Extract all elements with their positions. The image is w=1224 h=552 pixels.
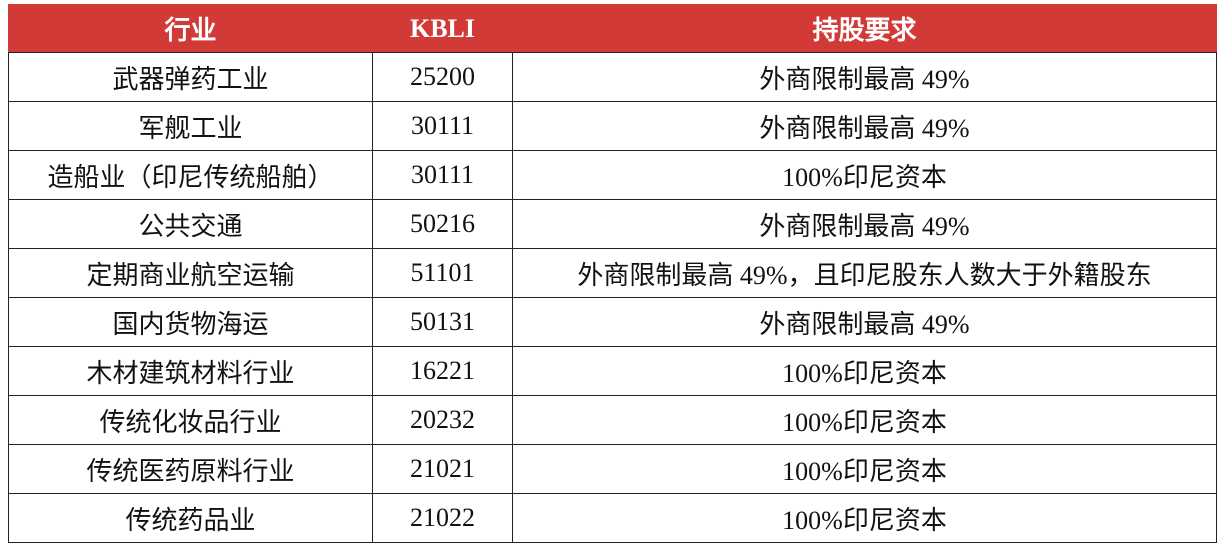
table-cell: 外商限制最高 49% bbox=[512, 297, 1217, 347]
column-header: 持股要求 bbox=[512, 4, 1217, 53]
table-cell: 30111 bbox=[372, 101, 513, 151]
table-row: 造船业（印尼传统船舶） 30111 100%印尼资本 bbox=[8, 150, 1217, 200]
table-cell: 外商限制最高 49%，且印尼股东人数大于外籍股东 bbox=[512, 248, 1217, 298]
table-cell: 外商限制最高 49% bbox=[512, 52, 1217, 102]
table-cell: 国内货物海运 bbox=[8, 297, 373, 347]
table-cell: 25200 bbox=[372, 52, 513, 102]
column-header: KBLI bbox=[372, 4, 513, 53]
table-cell: 30111 bbox=[372, 150, 513, 200]
table-row: 传统化妆品行业 20232 100%印尼资本 bbox=[8, 395, 1217, 445]
table-cell: 21021 bbox=[372, 444, 513, 494]
table-body: 武器弹药工业 25200 外商限制最高 49% 军舰工业 30111 外商限制最高 49%… bbox=[8, 52, 1217, 543]
kbli-table: 行业 KBLI 持股要求 武器弹药工业 25200 外商限制最高 49% 军舰工业 3011… bbox=[8, 4, 1217, 543]
table-row: 公共交通 50216 外商限制最高 49% bbox=[8, 199, 1217, 249]
table-cell: 传统化妆品行业 bbox=[8, 395, 373, 445]
table-row: 军舰工业 30111 外商限制最高 49% bbox=[8, 101, 1217, 151]
table-row: 国内货物海运 50131 外商限制最高 49% bbox=[8, 297, 1217, 347]
table-cell: 100%印尼资本 bbox=[512, 346, 1217, 396]
table-cell: 传统药品业 bbox=[8, 493, 373, 543]
table-cell: 50216 bbox=[372, 199, 513, 249]
table-cell: 100%印尼资本 bbox=[512, 444, 1217, 494]
table-cell: 20232 bbox=[372, 395, 513, 445]
column-header: 行业 bbox=[8, 4, 373, 53]
table-cell: 外商限制最高 49% bbox=[512, 101, 1217, 151]
table-cell: 武器弹药工业 bbox=[8, 52, 373, 102]
table-header: 行业 KBLI 持股要求 bbox=[8, 4, 1217, 53]
table-cell: 100%印尼资本 bbox=[512, 395, 1217, 445]
table-cell: 21022 bbox=[372, 493, 513, 543]
table-row: 传统医药原料行业 21021 100%印尼资本 bbox=[8, 444, 1217, 494]
table-cell: 木材建筑材料行业 bbox=[8, 346, 373, 396]
table-cell: 公共交通 bbox=[8, 199, 373, 249]
table-row: 传统药品业 21022 100%印尼资本 bbox=[8, 493, 1217, 543]
table-cell: 100%印尼资本 bbox=[512, 493, 1217, 543]
table-cell: 16221 bbox=[372, 346, 513, 396]
table-cell: 100%印尼资本 bbox=[512, 150, 1217, 200]
table-row: 定期商业航空运输 51101 外商限制最高 49%，且印尼股东人数大于外籍股东 bbox=[8, 248, 1217, 298]
table-cell: 军舰工业 bbox=[8, 101, 373, 151]
table-cell: 51101 bbox=[372, 248, 513, 298]
table-cell: 50131 bbox=[372, 297, 513, 347]
header-row: 行业 KBLI 持股要求 bbox=[8, 4, 1217, 53]
table-row: 木材建筑材料行业 16221 100%印尼资本 bbox=[8, 346, 1217, 396]
table-row: 武器弹药工业 25200 外商限制最高 49% bbox=[8, 52, 1217, 102]
table-cell: 外商限制最高 49% bbox=[512, 199, 1217, 249]
table-cell: 定期商业航空运输 bbox=[8, 248, 373, 298]
table-cell: 传统医药原料行业 bbox=[8, 444, 373, 494]
table-cell: 造船业（印尼传统船舶） bbox=[8, 150, 373, 200]
